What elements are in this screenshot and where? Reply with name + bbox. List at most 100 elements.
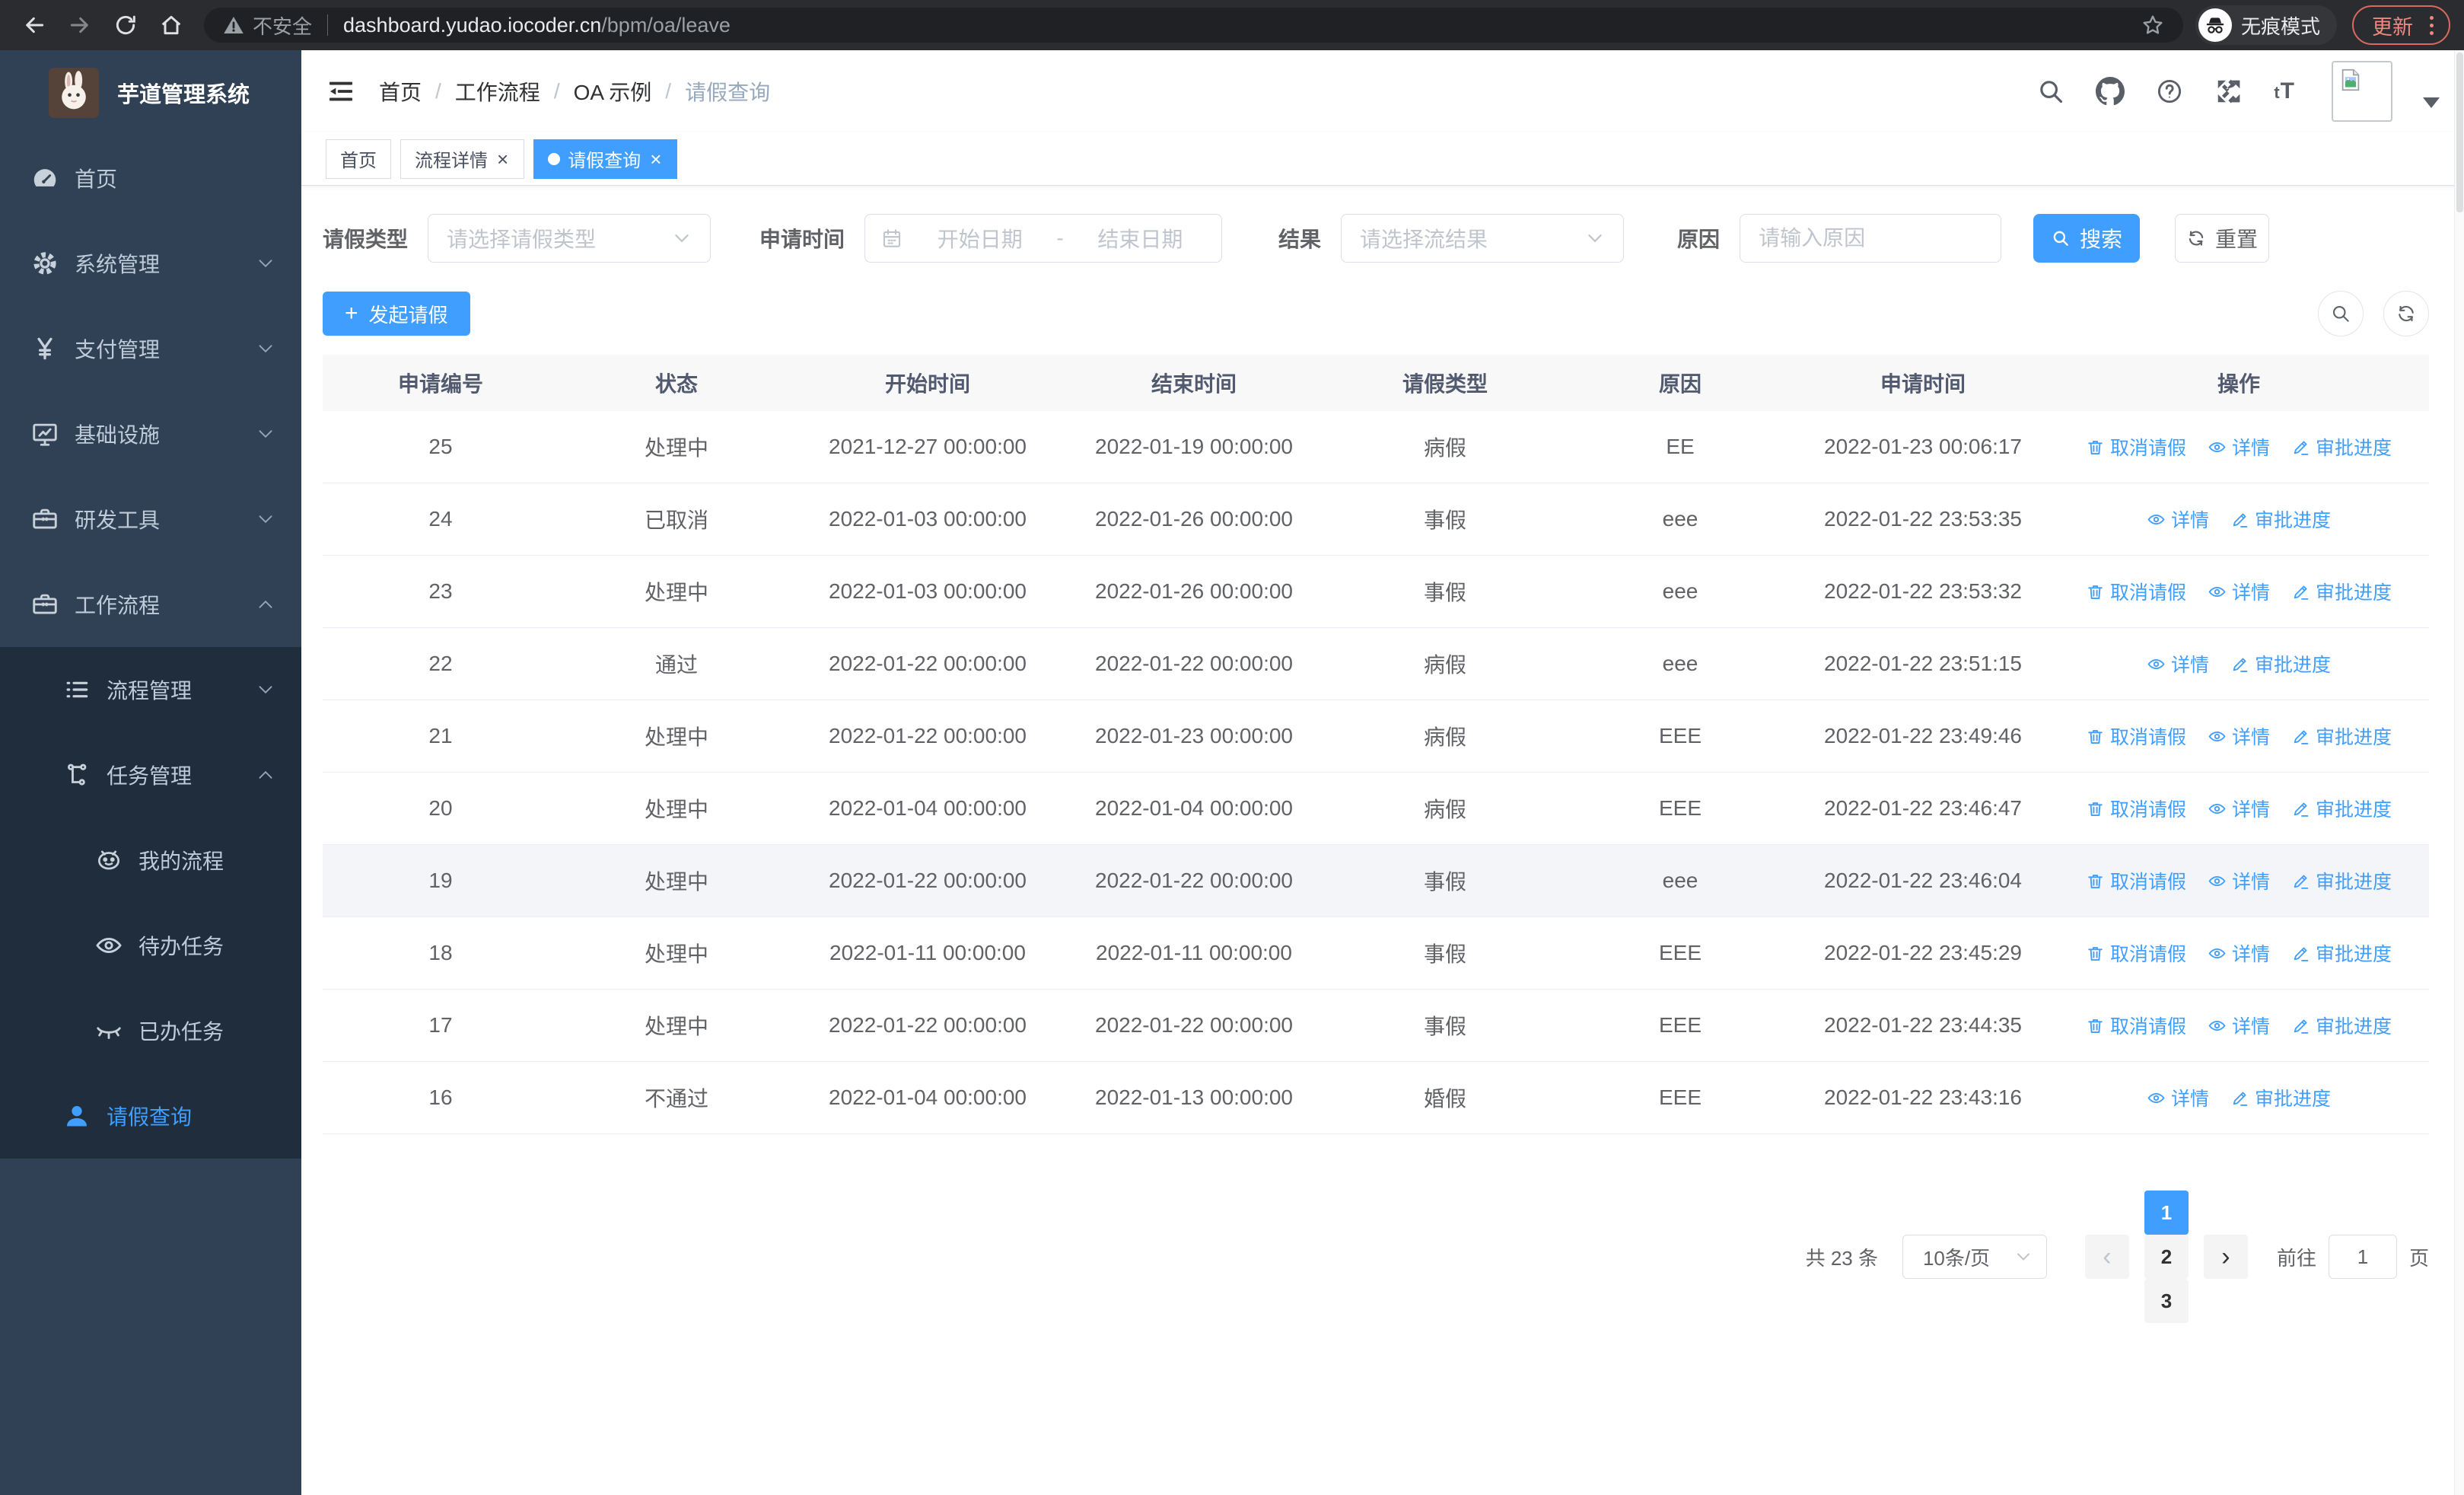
cancel-leave-link[interactable]: 取消请假 <box>2086 867 2186 894</box>
breadcrumb-item[interactable]: 工作流程 <box>454 81 540 104</box>
cancel-leave-link[interactable]: 取消请假 <box>2086 1012 2186 1039</box>
page-button-2[interactable]: 2 <box>2144 1235 2189 1279</box>
cell-id: 21 <box>428 724 453 748</box>
progress-link[interactable]: 审批进度 <box>2291 1012 2392 1039</box>
fullscreen-icon[interactable] <box>2214 77 2243 106</box>
back-button[interactable] <box>14 5 55 46</box>
browser-menu-dots-icon[interactable] <box>2425 15 2438 35</box>
action-label: 取消请假 <box>2109 872 2186 893</box>
progress-link[interactable]: 审批进度 <box>2230 650 2331 677</box>
sidebar-fold-button[interactable] <box>326 76 356 107</box>
search-icon[interactable] <box>2036 77 2065 106</box>
close-tab-icon[interactable]: × <box>650 147 662 171</box>
reason-input[interactable] <box>1745 215 1997 262</box>
sidebar-item-todo-tasks[interactable]: 待办任务 <box>0 903 301 988</box>
reload-button[interactable] <box>105 5 146 46</box>
refresh-table-button[interactable] <box>2383 291 2429 336</box>
home-button[interactable] <box>151 5 192 46</box>
window-scrollbar[interactable] <box>2454 50 2464 1495</box>
cancel-leave-link[interactable]: 取消请假 <box>2086 722 2186 750</box>
font-size-icon[interactable]: tT <box>2274 78 2295 104</box>
cancel-leave-link[interactable]: 取消请假 <box>2086 795 2186 822</box>
sidebar-item-my-process[interactable]: 我的流程 <box>0 818 301 903</box>
cancel-leave-link[interactable]: 取消请假 <box>2086 578 2186 605</box>
sidebar-item-process-mgmt[interactable]: 流程管理 <box>0 647 301 732</box>
trash-icon <box>2086 799 2105 818</box>
sidebar-item-done-tasks[interactable]: 已办任务 <box>0 988 301 1073</box>
breadcrumb-item[interactable]: 首页 <box>379 81 422 104</box>
detail-link[interactable]: 详情 <box>2208 795 2270 822</box>
eye-icon <box>2208 438 2227 457</box>
progress-link[interactable]: 审批进度 <box>2291 795 2392 822</box>
progress-link[interactable]: 审批进度 <box>2291 867 2392 894</box>
sidebar-item-leave-query[interactable]: 请假查询 <box>0 1073 301 1159</box>
start-date-placeholder[interactable]: 开始日期 <box>937 228 1023 251</box>
cell-type: 病假 <box>1423 653 1466 677</box>
cell-start: 2022-01-04 00:00:00 <box>829 796 1027 820</box>
show-search-button[interactable] <box>2318 291 2364 336</box>
detail-link[interactable]: 详情 <box>2208 578 2270 605</box>
bookmark-star-icon[interactable] <box>2141 13 2165 37</box>
sidebar: 芋道管理系统 首页 系统管理 支付管理 基础设施 研发工具 工作流程 流程管理 任务管理 我的流… <box>0 50 301 1495</box>
detail-link[interactable]: 详情 <box>2208 433 2270 461</box>
progress-link[interactable]: 审批进度 <box>2291 433 2392 461</box>
tab-请假查询[interactable]: 请假查询 × <box>533 139 678 179</box>
close-tab-icon[interactable]: × <box>497 147 509 171</box>
user-menu-caret-icon[interactable] <box>2423 97 2440 108</box>
progress-link[interactable]: 审批进度 <box>2230 1084 2331 1111</box>
cancel-leave-link[interactable]: 取消请假 <box>2086 433 2186 461</box>
incognito-label: 无痕模式 <box>2240 14 2320 38</box>
sidebar-item-task-mgmt[interactable]: 任务管理 <box>0 732 301 818</box>
scrollbar-thumb[interactable] <box>2456 53 2463 212</box>
detail-link[interactable]: 详情 <box>2147 650 2209 677</box>
breadcrumb-item[interactable]: OA 示例 <box>573 81 652 104</box>
action-label: 详情 <box>2231 944 2270 965</box>
help-icon[interactable] <box>2155 77 2184 106</box>
prev-page-button[interactable]: ‹ <box>2084 1235 2129 1279</box>
cell-status: 不通过 <box>644 1087 708 1111</box>
reset-button[interactable]: 重置 <box>2175 214 2270 263</box>
sidebar-item-dev-tools[interactable]: 研发工具 <box>0 477 301 562</box>
github-icon[interactable] <box>2096 77 2125 106</box>
tab-流程详情[interactable]: 流程详情 × <box>400 139 525 179</box>
detail-link[interactable]: 详情 <box>2208 722 2270 750</box>
detail-link[interactable]: 详情 <box>2147 1084 2209 1111</box>
leave-type-select[interactable]: 请选择请假类型 <box>428 214 712 263</box>
page-button-3[interactable]: 3 <box>2144 1279 2189 1323</box>
sidebar-item-system[interactable]: 系统管理 <box>0 221 301 306</box>
goto-page-input[interactable] <box>2328 1235 2397 1279</box>
progress-link[interactable]: 审批进度 <box>2291 578 2392 605</box>
detail-link[interactable]: 详情 <box>2208 1012 2270 1039</box>
url-bar[interactable]: 不安全 dashboard.yudao.iocoder.cn/bpm/oa/le… <box>204 8 2183 43</box>
progress-link[interactable]: 审批进度 <box>2230 505 2331 533</box>
cell-apply_time: 2022-01-22 23:44:35 <box>1824 1013 2022 1037</box>
sidebar-item-payment[interactable]: 支付管理 <box>0 306 301 391</box>
progress-link[interactable]: 审批进度 <box>2291 722 2392 750</box>
detail-link[interactable]: 详情 <box>2147 505 2209 533</box>
gear-icon <box>30 249 59 278</box>
tab-首页[interactable]: 首页 <box>326 139 391 179</box>
sidebar-item-infrastructure[interactable]: 基础设施 <box>0 391 301 477</box>
user-avatar[interactable] <box>2332 61 2392 122</box>
search-button[interactable]: 搜索 <box>2033 214 2141 263</box>
page-size-select[interactable]: 10条/页 <box>1902 1235 2047 1279</box>
create-leave-button[interactable]: + 发起请假 <box>323 292 470 336</box>
cancel-leave-link[interactable]: 取消请假 <box>2086 939 2186 967</box>
page-button-1[interactable]: 1 <box>2144 1191 2189 1235</box>
sidebar-item-home[interactable]: 首页 <box>0 135 301 221</box>
apply-time-range-picker[interactable]: 开始日期 - 结束日期 <box>864 214 1223 263</box>
detail-link[interactable]: 详情 <box>2208 939 2270 967</box>
end-date-placeholder[interactable]: 结束日期 <box>1097 228 1183 251</box>
briefcase-icon <box>30 590 59 619</box>
cell-type: 病假 <box>1423 798 1466 821</box>
update-button[interactable]: 更新 <box>2352 5 2450 45</box>
detail-link[interactable]: 详情 <box>2208 867 2270 894</box>
progress-link[interactable]: 审批进度 <box>2291 939 2392 967</box>
sidebar-item-label: 流程管理 <box>107 679 193 703</box>
sidebar-item-workflow[interactable]: 工作流程 <box>0 562 301 647</box>
sidebar-item-label: 我的流程 <box>138 850 224 873</box>
next-page-button[interactable]: › <box>2203 1235 2248 1279</box>
result-select[interactable]: 请选择流结果 <box>1341 214 1625 263</box>
forward-button[interactable] <box>59 5 100 46</box>
sidebar-item-label: 支付管理 <box>75 338 161 362</box>
